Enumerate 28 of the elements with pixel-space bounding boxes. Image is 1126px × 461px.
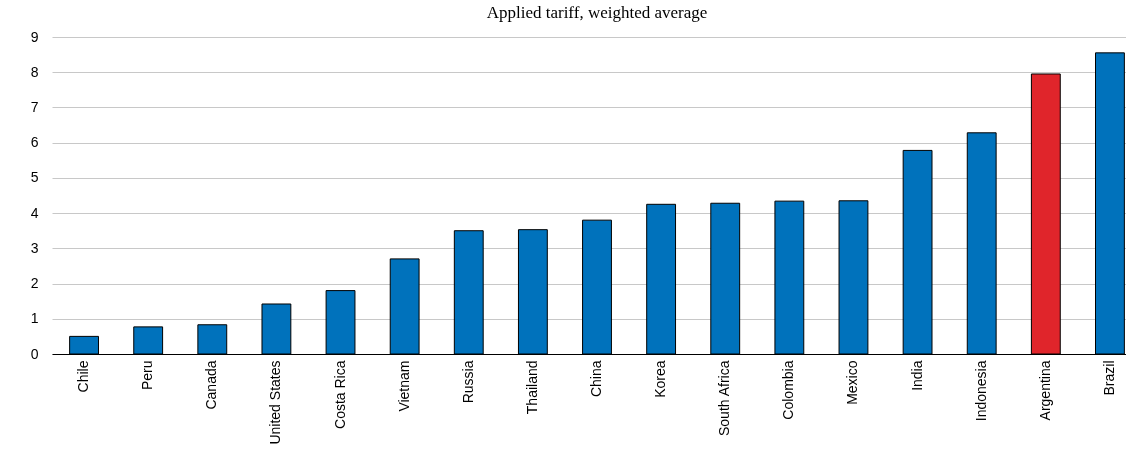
- x-tick-label: Brazil: [1100, 360, 1117, 396]
- x-tick-label: India: [908, 360, 925, 391]
- y-tick-label: 0: [30, 345, 39, 362]
- y-tick-label: 8: [30, 63, 39, 80]
- y-tick-label: 2: [30, 275, 39, 292]
- x-tick-label: Thailand: [523, 360, 540, 415]
- x-tick-label: Russia: [459, 360, 476, 404]
- y-tick-label: 3: [30, 239, 39, 256]
- x-tick-label: South Africa: [716, 360, 733, 436]
- x-tick-label: China: [588, 360, 604, 398]
- y-tick-label: 9: [30, 28, 39, 45]
- y-tick-label: 4: [30, 204, 39, 221]
- x-tick-label: Vietnam: [395, 360, 412, 412]
- x-tick-label: Indonesia: [972, 360, 989, 422]
- y-tick-label: 6: [30, 134, 39, 151]
- x-tick-label: Canada: [203, 360, 220, 410]
- y-tick-label: 5: [30, 169, 39, 186]
- x-tick-label: Colombia: [780, 360, 797, 420]
- x-tick-label: Peru: [139, 360, 156, 391]
- chart-title: Applied tariff, weighted average: [486, 3, 708, 22]
- x-tick-label: United States: [267, 360, 284, 445]
- x-tick-label: Costa Rica: [331, 360, 348, 429]
- x-tick-label: Mexico: [844, 360, 861, 405]
- y-tick-label: 1: [30, 310, 39, 327]
- x-tick-label: Korea: [652, 360, 669, 398]
- y-tick-label: 7: [30, 98, 39, 115]
- x-tick-label: Chile: [75, 360, 92, 393]
- x-tick-label: Argentina: [1036, 360, 1053, 421]
